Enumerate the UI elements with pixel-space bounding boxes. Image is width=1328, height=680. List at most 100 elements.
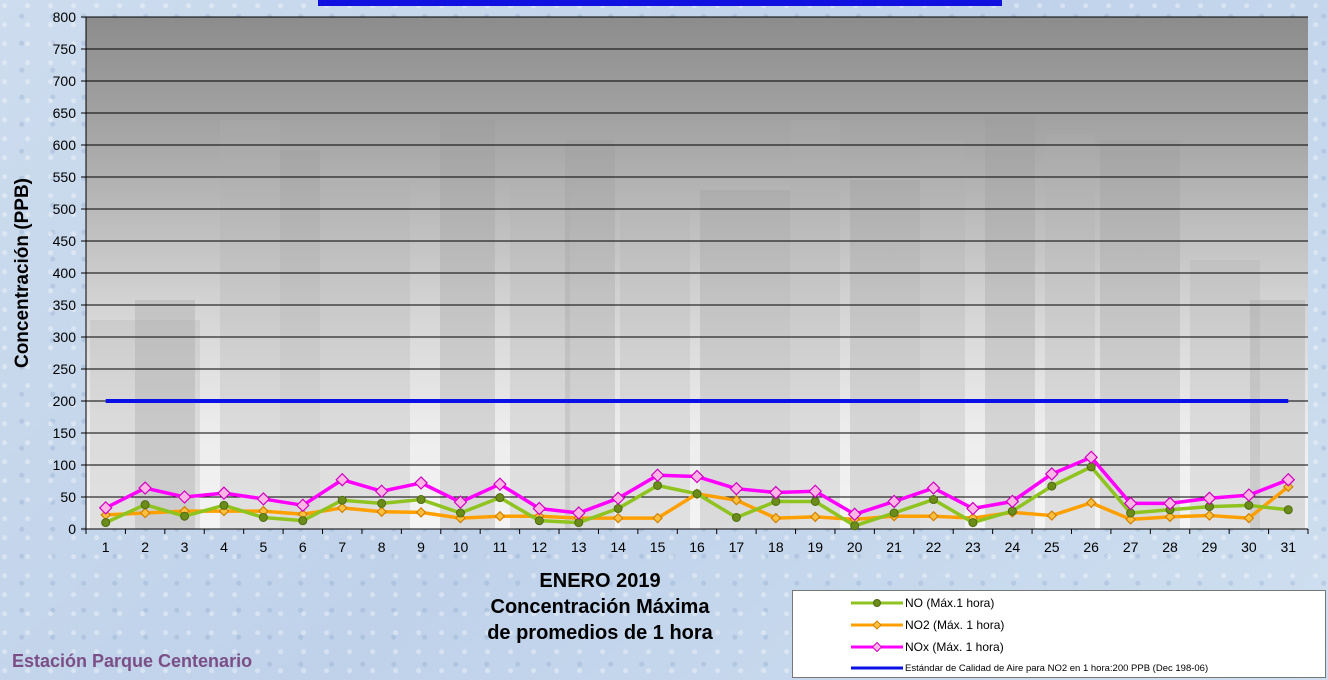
y-tick-label: 600 [53, 137, 77, 153]
point-no2 [139, 507, 151, 519]
point-no [140, 500, 150, 510]
x-tick-label: 22 [926, 539, 942, 555]
point-no2 [1282, 481, 1294, 493]
y-tick-label: 800 [53, 9, 77, 25]
point-nox [98, 501, 113, 515]
point-nox [532, 501, 547, 516]
x-tick-label: 28 [1162, 539, 1178, 555]
skyline-building [440, 120, 495, 529]
point-no2 [1164, 511, 1176, 523]
point-nox [493, 477, 507, 492]
point-no [692, 489, 702, 499]
point-no2 [1046, 510, 1058, 521]
point-no2 [1125, 514, 1136, 525]
x-tick-label: 7 [338, 539, 346, 555]
skyline-building [320, 180, 410, 529]
point-no2 [376, 506, 387, 518]
point-no [219, 500, 229, 510]
x-tick-label: 2 [141, 539, 149, 555]
point-nox [374, 484, 389, 499]
x-tick-label: 3 [181, 539, 189, 555]
x-tick-label: 25 [1044, 539, 1060, 555]
point-nox [1084, 450, 1099, 465]
skyline-building [985, 115, 1035, 529]
y-tick-label: 450 [53, 233, 77, 249]
legend-label-no: NO (Máx.1 hora) [905, 596, 995, 610]
x-tick-label: 14 [610, 539, 626, 555]
chart-subtitle-line-2: de promedios de 1 hora [487, 622, 713, 644]
point-no2 [1204, 510, 1215, 521]
x-tick-label: 23 [965, 539, 981, 555]
y-tick-labels: 0 50 100 150 200 250 300 350 400 450 500 550 600 650 7… [53, 9, 77, 537]
y-axis-label: Concentración (PPB) [12, 178, 33, 368]
y-tick-label: 350 [53, 297, 77, 313]
x-tick-label: 19 [807, 539, 823, 555]
point-nox [256, 492, 271, 506]
station-name: Estación Parque Centenario [12, 651, 253, 671]
skyline-building [510, 170, 570, 529]
point-nox [1163, 496, 1177, 511]
x-tick-label: 4 [220, 539, 228, 555]
y-tick-label: 0 [68, 521, 76, 537]
chart: 0 50 100 150 200 250 300 350 400 450 500 550 600 650 7… [12, 9, 1309, 555]
point-nox [1005, 494, 1020, 509]
point-no [731, 512, 741, 522]
point-no2 [1085, 497, 1097, 509]
skyline-building [790, 120, 840, 529]
point-no [455, 508, 465, 518]
x-tick-label: 20 [847, 539, 863, 555]
point-no2 [612, 512, 624, 524]
x-tick-label: 18 [768, 539, 784, 555]
x-tick-label: 30 [1241, 539, 1257, 555]
y-tick-label: 300 [53, 329, 77, 345]
y-tick-label: 700 [53, 73, 77, 89]
series-group [98, 399, 1296, 531]
y-tick-label: 250 [53, 361, 77, 377]
point-nox [1123, 496, 1138, 511]
legend-item-no2: NO2 (Máx. 1 hora) [793, 615, 1004, 635]
x-tick-label: 10 [453, 539, 469, 555]
y-tick-label: 550 [53, 169, 77, 185]
x-tick-labels: 1 2 3 4 5 6 7 8 9 10 11 12 13 14 15 16 17 18 19 20 21 22 23 24 2… [102, 539, 1296, 555]
skyline-building [1100, 140, 1180, 529]
point-nox [138, 481, 152, 495]
x-tick-label: 1 [102, 539, 110, 555]
legend-label-no2: NO2 (Máx. 1 hora) [905, 618, 1005, 632]
y-tick-label: 50 [60, 489, 76, 505]
point-nox [335, 472, 350, 487]
legend-swatch-no2 [851, 620, 903, 630]
point-no [968, 518, 978, 528]
y-tick-label: 750 [53, 41, 77, 57]
point-no2 [494, 510, 506, 522]
point-no [534, 516, 544, 526]
point-no2 [770, 512, 782, 524]
point-nox [650, 468, 665, 483]
x-tick-label: 6 [299, 539, 307, 555]
point-no [1283, 505, 1293, 515]
point-nox [1281, 472, 1296, 487]
point-no [889, 508, 899, 518]
point-no2 [1243, 512, 1255, 524]
skyline-building [565, 140, 615, 529]
point-no [850, 521, 860, 531]
chart-title: ENERO 2019 [539, 570, 661, 592]
point-no [495, 493, 505, 503]
skyline-building [920, 140, 965, 529]
x-tick-label: 15 [650, 539, 666, 555]
x-tick-label: 17 [729, 539, 745, 555]
point-nox [414, 476, 428, 490]
point-nox [217, 486, 231, 501]
legend: NO (Máx.1 hora) NO2 (Máx. 1 hora) NOx (M… [792, 590, 1326, 678]
legend-swatch-no [851, 599, 903, 607]
point-nox [690, 469, 704, 484]
x-tick-label: 11 [493, 539, 508, 555]
x-tick-label: 27 [1123, 539, 1139, 555]
skyline-building [700, 190, 790, 529]
point-nox [611, 491, 626, 506]
point-nox [966, 501, 980, 516]
point-no [180, 511, 190, 521]
point-no [416, 495, 426, 505]
chart-subtitle-line-1: Concentración Máxima [490, 596, 710, 618]
point-no2 [928, 510, 939, 522]
point-nox [571, 506, 586, 520]
